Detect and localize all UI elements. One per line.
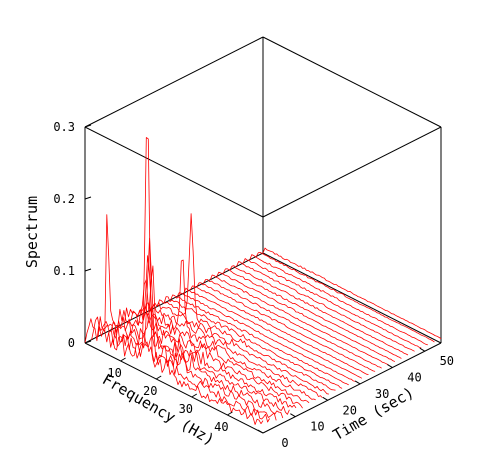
spectrum-trace — [143, 302, 323, 398]
spectrum-trace — [262, 247, 442, 339]
spectrum-trace — [130, 308, 310, 404]
spectrum-trace — [111, 265, 290, 415]
time-tick-label: 50 — [440, 354, 454, 368]
spectrum-trace — [196, 282, 376, 372]
z-tick-label: 0.1 — [53, 264, 75, 278]
z-tick-label: 0.2 — [53, 192, 75, 206]
z-tick-label: 0.3 — [53, 120, 75, 134]
spectrum-trace — [216, 271, 396, 362]
spectrum-trace — [236, 261, 415, 352]
box-edge — [84, 342, 264, 434]
time-tick-label: 20 — [343, 403, 357, 417]
spectrum-trace — [137, 259, 316, 401]
spectrum-trace — [170, 294, 349, 386]
frequency-tick-mark — [155, 375, 162, 380]
spectrum-trace — [117, 255, 297, 409]
spectrum-trace — [176, 292, 356, 382]
spectrum-trace — [209, 274, 389, 366]
time-tick-mark — [322, 396, 328, 401]
spectrum-trace — [84, 137, 264, 425]
frequency-tick-label: 40 — [214, 420, 228, 434]
spectrum-trace — [124, 279, 303, 409]
time-tick-mark — [257, 429, 264, 434]
box-edge — [84, 126, 264, 218]
time-tick-label: 10 — [310, 420, 324, 434]
spectrum-trace — [256, 252, 435, 343]
time-tick-label: 40 — [407, 371, 421, 385]
time-tick-mark — [387, 364, 393, 368]
time-tick-mark — [290, 413, 296, 418]
spectrum-trace — [97, 237, 277, 421]
z-axis-title: Spectrum — [23, 196, 41, 268]
frequency-tick-mark — [120, 357, 126, 362]
spectrum-trace — [190, 285, 369, 375]
frequency-tick-label: 20 — [143, 384, 157, 398]
time-tick-label: 30 — [375, 387, 389, 401]
z-tick-mark — [84, 268, 92, 272]
z-tick-mark — [84, 340, 92, 344]
axis-ticks: 0 0.1 0.2 0.3 10 20 30 40 0 10 20 30 40 50 — [53, 120, 454, 450]
frequency-tick-mark — [191, 393, 198, 398]
bounding-box — [84, 36, 442, 434]
box-edge — [262, 252, 442, 344]
spectrum-trace — [249, 254, 428, 346]
spectrum-trace — [229, 265, 409, 356]
spectrum-trace — [242, 258, 422, 349]
spectrum-trace — [203, 279, 382, 369]
frequency-tick-label: 10 — [107, 366, 121, 380]
spectrum-trace — [150, 302, 329, 395]
box-edge — [262, 36, 442, 128]
spectrum-trace — [163, 296, 343, 389]
frequency-tick-mark — [227, 411, 233, 416]
frequency-tick-label: 30 — [179, 402, 193, 416]
time-tick-label: 0 — [281, 436, 288, 450]
z-tick-label: 0 — [68, 336, 75, 350]
time-tick-mark — [354, 380, 361, 385]
box-edge — [262, 126, 442, 218]
z-tick-mark — [84, 124, 92, 128]
spectrum-traces — [84, 137, 442, 425]
z-tick-mark — [84, 196, 92, 200]
time-tick-mark — [419, 347, 426, 352]
spectrum-trace — [183, 287, 363, 379]
spectrum-trace — [104, 214, 284, 419]
spectrum-trace — [223, 268, 402, 359]
box-edge — [84, 36, 264, 128]
spectrum-trace — [157, 213, 336, 391]
box-edge — [84, 252, 264, 344]
spectrum-trace — [91, 316, 270, 423]
box-edge — [262, 342, 442, 434]
